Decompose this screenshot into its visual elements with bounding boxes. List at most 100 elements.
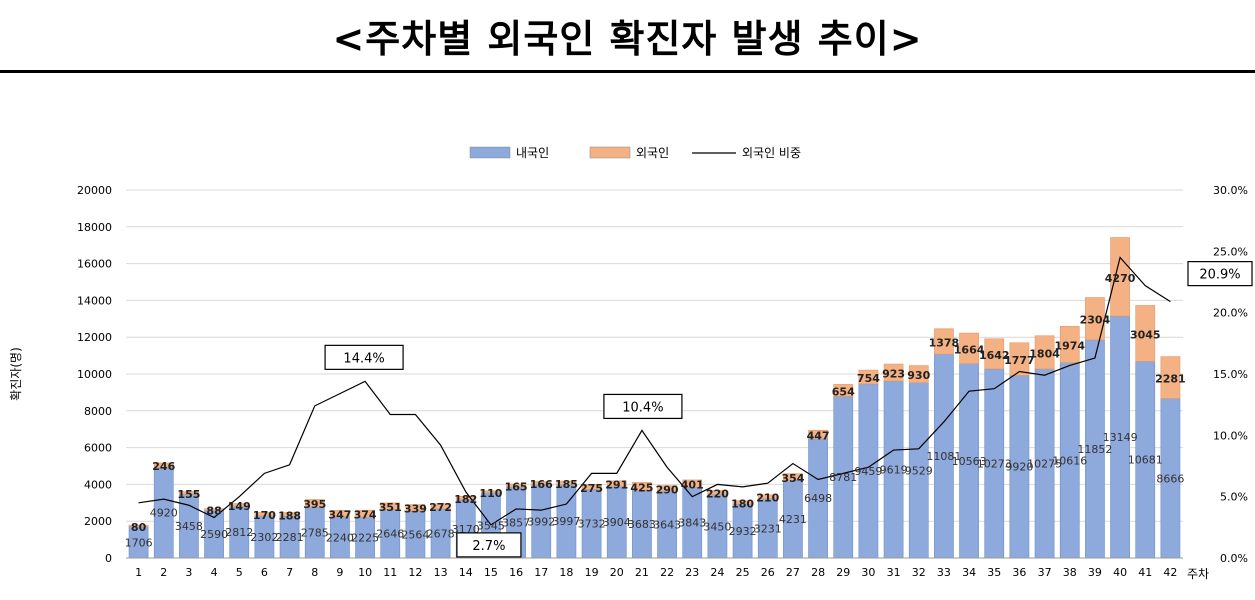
label-domestic: 9459 <box>854 465 882 478</box>
bar-foreign <box>757 494 778 499</box>
x-tick-label: 11 <box>383 566 397 579</box>
bar-foreign <box>405 504 426 512</box>
label-foreign: 275 <box>580 482 603 495</box>
y-tick-label: 4000 <box>84 478 112 491</box>
label-foreign: 182 <box>454 493 477 506</box>
label-foreign: 347 <box>328 509 351 522</box>
y-tick-label: 12000 <box>77 331 112 344</box>
x-tick-label: 29 <box>836 566 850 579</box>
x-tick-label: 3 <box>185 566 192 579</box>
bar-foreign <box>833 384 854 397</box>
bar-foreign <box>657 485 677 492</box>
y-tick-label: 10000 <box>77 368 112 381</box>
label-foreign: 291 <box>605 478 628 491</box>
x-tick-label: 34 <box>962 566 976 579</box>
label-domestic: 10563 <box>952 455 987 468</box>
label-foreign: 1777 <box>1004 354 1035 367</box>
x-tick-label: 38 <box>1063 566 1077 579</box>
bar-foreign <box>934 328 954 355</box>
x-tick-label: 26 <box>761 566 775 579</box>
bar-foreign <box>883 363 904 382</box>
label-domestic: 3904 <box>603 516 631 529</box>
bar-foreign <box>455 496 476 500</box>
label-foreign: 88 <box>206 505 221 518</box>
label-domestic: 1706 <box>125 536 153 549</box>
label-foreign: 401 <box>681 479 704 492</box>
label-domestic: 3992 <box>527 515 555 528</box>
x-tick-label: 8 <box>311 566 318 579</box>
label-foreign: 3045 <box>1130 328 1161 341</box>
bar-foreign <box>858 369 879 385</box>
x-tick-label: 27 <box>786 566 800 579</box>
legend-swatch <box>589 146 631 159</box>
bar-foreign <box>304 499 325 508</box>
label-domestic: 9920 <box>1005 461 1033 474</box>
bar-foreign <box>355 509 375 518</box>
x-tick-label: 5 <box>236 566 243 579</box>
label-foreign: 923 <box>882 368 905 381</box>
x-tick-label: 19 <box>585 566 599 579</box>
x-tick-label: 37 <box>1038 566 1052 579</box>
legend: 내국인 외국인 외국인 비중 <box>469 146 801 160</box>
label-domestic: 11081 <box>926 450 961 463</box>
x-tick-label: 21 <box>635 566 649 579</box>
label-domestic: 10275 <box>1027 457 1062 470</box>
axes: 0200040006000800010000120001400016000180… <box>9 184 1248 581</box>
bar-foreign <box>1009 342 1030 376</box>
x-tick-label: 32 <box>912 566 926 579</box>
legend-label: 외국인 비중 <box>742 146 801 160</box>
bar-foreign <box>959 332 979 364</box>
x-tick-label: 30 <box>861 566 875 579</box>
label-domestic: 3545 <box>477 519 505 532</box>
label-foreign: 110 <box>479 487 502 500</box>
label-foreign: 2304 <box>1080 314 1111 327</box>
bar-foreign <box>254 512 275 516</box>
bar-foreign <box>1034 335 1055 370</box>
label-foreign: 2281 <box>1155 373 1186 386</box>
label-domestic: 2590 <box>200 528 228 541</box>
x-tick-label: 28 <box>811 566 825 579</box>
label-foreign: 165 <box>505 481 528 494</box>
bar-foreign <box>279 512 300 517</box>
callout-box <box>324 344 404 370</box>
label-foreign: 188 <box>278 509 301 522</box>
label-domestic: 3732 <box>578 518 606 531</box>
x-tick-label: 39 <box>1088 566 1102 579</box>
label-foreign: 1642 <box>979 349 1010 362</box>
ratio-line-path <box>138 256 1171 526</box>
x-tick-label: 22 <box>660 566 674 579</box>
label-domestic: 9619 <box>880 464 908 477</box>
x-tick-label: 9 <box>336 566 343 579</box>
label-foreign: 4270 <box>1105 272 1136 285</box>
x-tick-label: 18 <box>559 566 573 579</box>
ratio-line <box>138 256 1171 526</box>
bar-foreign <box>908 365 929 383</box>
y-tick-label: 18000 <box>77 221 112 234</box>
label-domestic: 3843 <box>678 517 706 530</box>
bar-foreign <box>1135 305 1156 362</box>
bar-foreign <box>506 483 526 488</box>
label-domestic: 2564 <box>401 528 429 541</box>
bar-foreign <box>606 480 627 487</box>
bar-foreign <box>430 503 451 510</box>
x-tick-label: 7 <box>286 566 293 579</box>
y-tick-label: 0 <box>105 552 112 565</box>
label-foreign: 210 <box>756 492 779 505</box>
label-domestic: 2225 <box>351 532 379 545</box>
label-foreign: 1378 <box>929 336 960 349</box>
callout-box <box>456 532 522 558</box>
label-foreign: 155 <box>177 488 200 501</box>
bar-foreign <box>556 480 577 485</box>
callout-label: 2.7% <box>472 539 505 554</box>
page-title: <주차별 외국인 확진자 발생 추이> <box>332 17 923 61</box>
x-tick-label: 40 <box>1113 566 1127 579</box>
y-axis-label: 확진자(명) <box>9 347 23 401</box>
x-tick-label: 17 <box>534 566 548 579</box>
label-foreign: 272 <box>429 501 452 514</box>
label-domestic: 8666 <box>1156 472 1184 485</box>
label-domestic: 10616 <box>1052 454 1087 467</box>
label-domestic: 6498 <box>804 492 832 505</box>
x-tick-label: 14 <box>459 566 473 579</box>
y-tick-label: 14000 <box>77 294 112 307</box>
